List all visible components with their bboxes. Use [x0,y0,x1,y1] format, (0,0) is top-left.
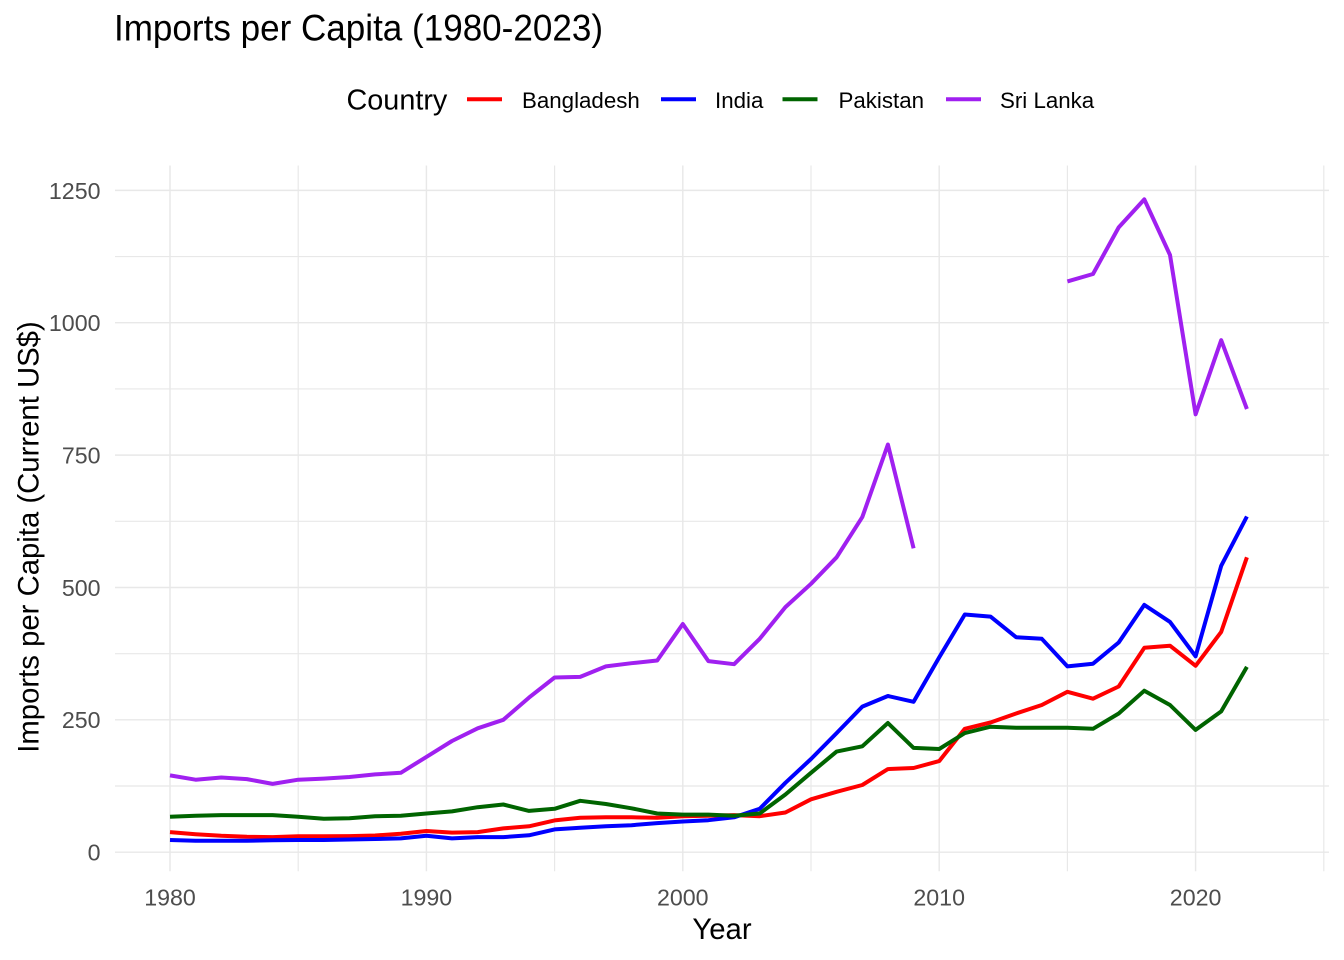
svg-text:Imports per Capita (1980-2023): Imports per Capita (1980-2023) [114,8,603,49]
svg-text:Year: Year [692,913,751,946]
svg-text:2010: 2010 [913,885,965,911]
svg-text:250: 250 [62,707,101,733]
svg-text:Pakistan: Pakistan [839,88,925,113]
svg-text:0: 0 [88,840,101,866]
svg-text:1250: 1250 [49,178,101,204]
svg-text:Sri Lanka: Sri Lanka [1000,88,1095,113]
svg-text:1990: 1990 [401,885,453,911]
svg-text:India: India [715,88,764,113]
svg-text:2000: 2000 [657,885,709,911]
svg-text:Imports per Capita (Current US: Imports per Capita (Current US$) [13,321,46,752]
svg-text:750: 750 [62,443,101,469]
svg-text:1980: 1980 [144,885,196,911]
svg-text:Bangladesh: Bangladesh [522,88,640,113]
svg-text:1000: 1000 [49,310,101,336]
svg-text:500: 500 [62,575,101,601]
svg-text:2020: 2020 [1170,885,1222,911]
svg-text:Country: Country [347,85,448,117]
